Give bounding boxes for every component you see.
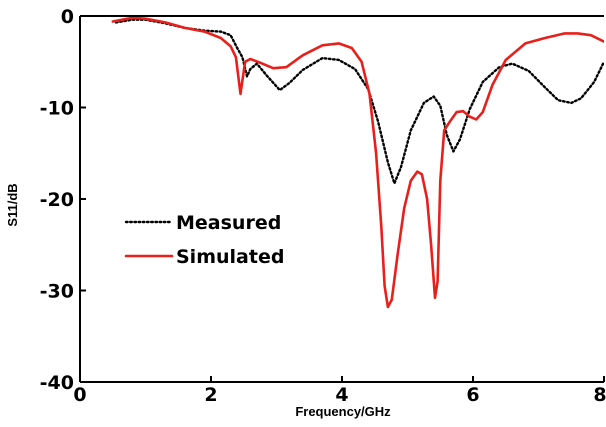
- x-tick-label: 6: [466, 384, 479, 406]
- x-tick-label: 2: [204, 384, 217, 406]
- legend-label-measured: Measured: [176, 212, 281, 234]
- legend-label-simulated: Simulated: [176, 246, 284, 268]
- y-tick-label: -40: [40, 372, 74, 394]
- y-tick-label: -30: [40, 281, 74, 303]
- legend: Measured Simulated: [124, 212, 284, 268]
- y-tick-label: 0: [61, 6, 74, 28]
- x-tick-label: 4: [335, 384, 348, 406]
- y-tick-label: -20: [40, 189, 74, 211]
- x-tick-label: 0: [73, 384, 86, 406]
- series-line-simulated: [111, 16, 604, 309]
- x-tick-label: 8: [593, 384, 606, 406]
- y-tick-label: -10: [40, 98, 74, 120]
- y-axis-label: S11/dB: [5, 183, 20, 226]
- series-line-measured: [114, 18, 604, 185]
- x-axis-label: Frequency/GHz: [295, 404, 391, 419]
